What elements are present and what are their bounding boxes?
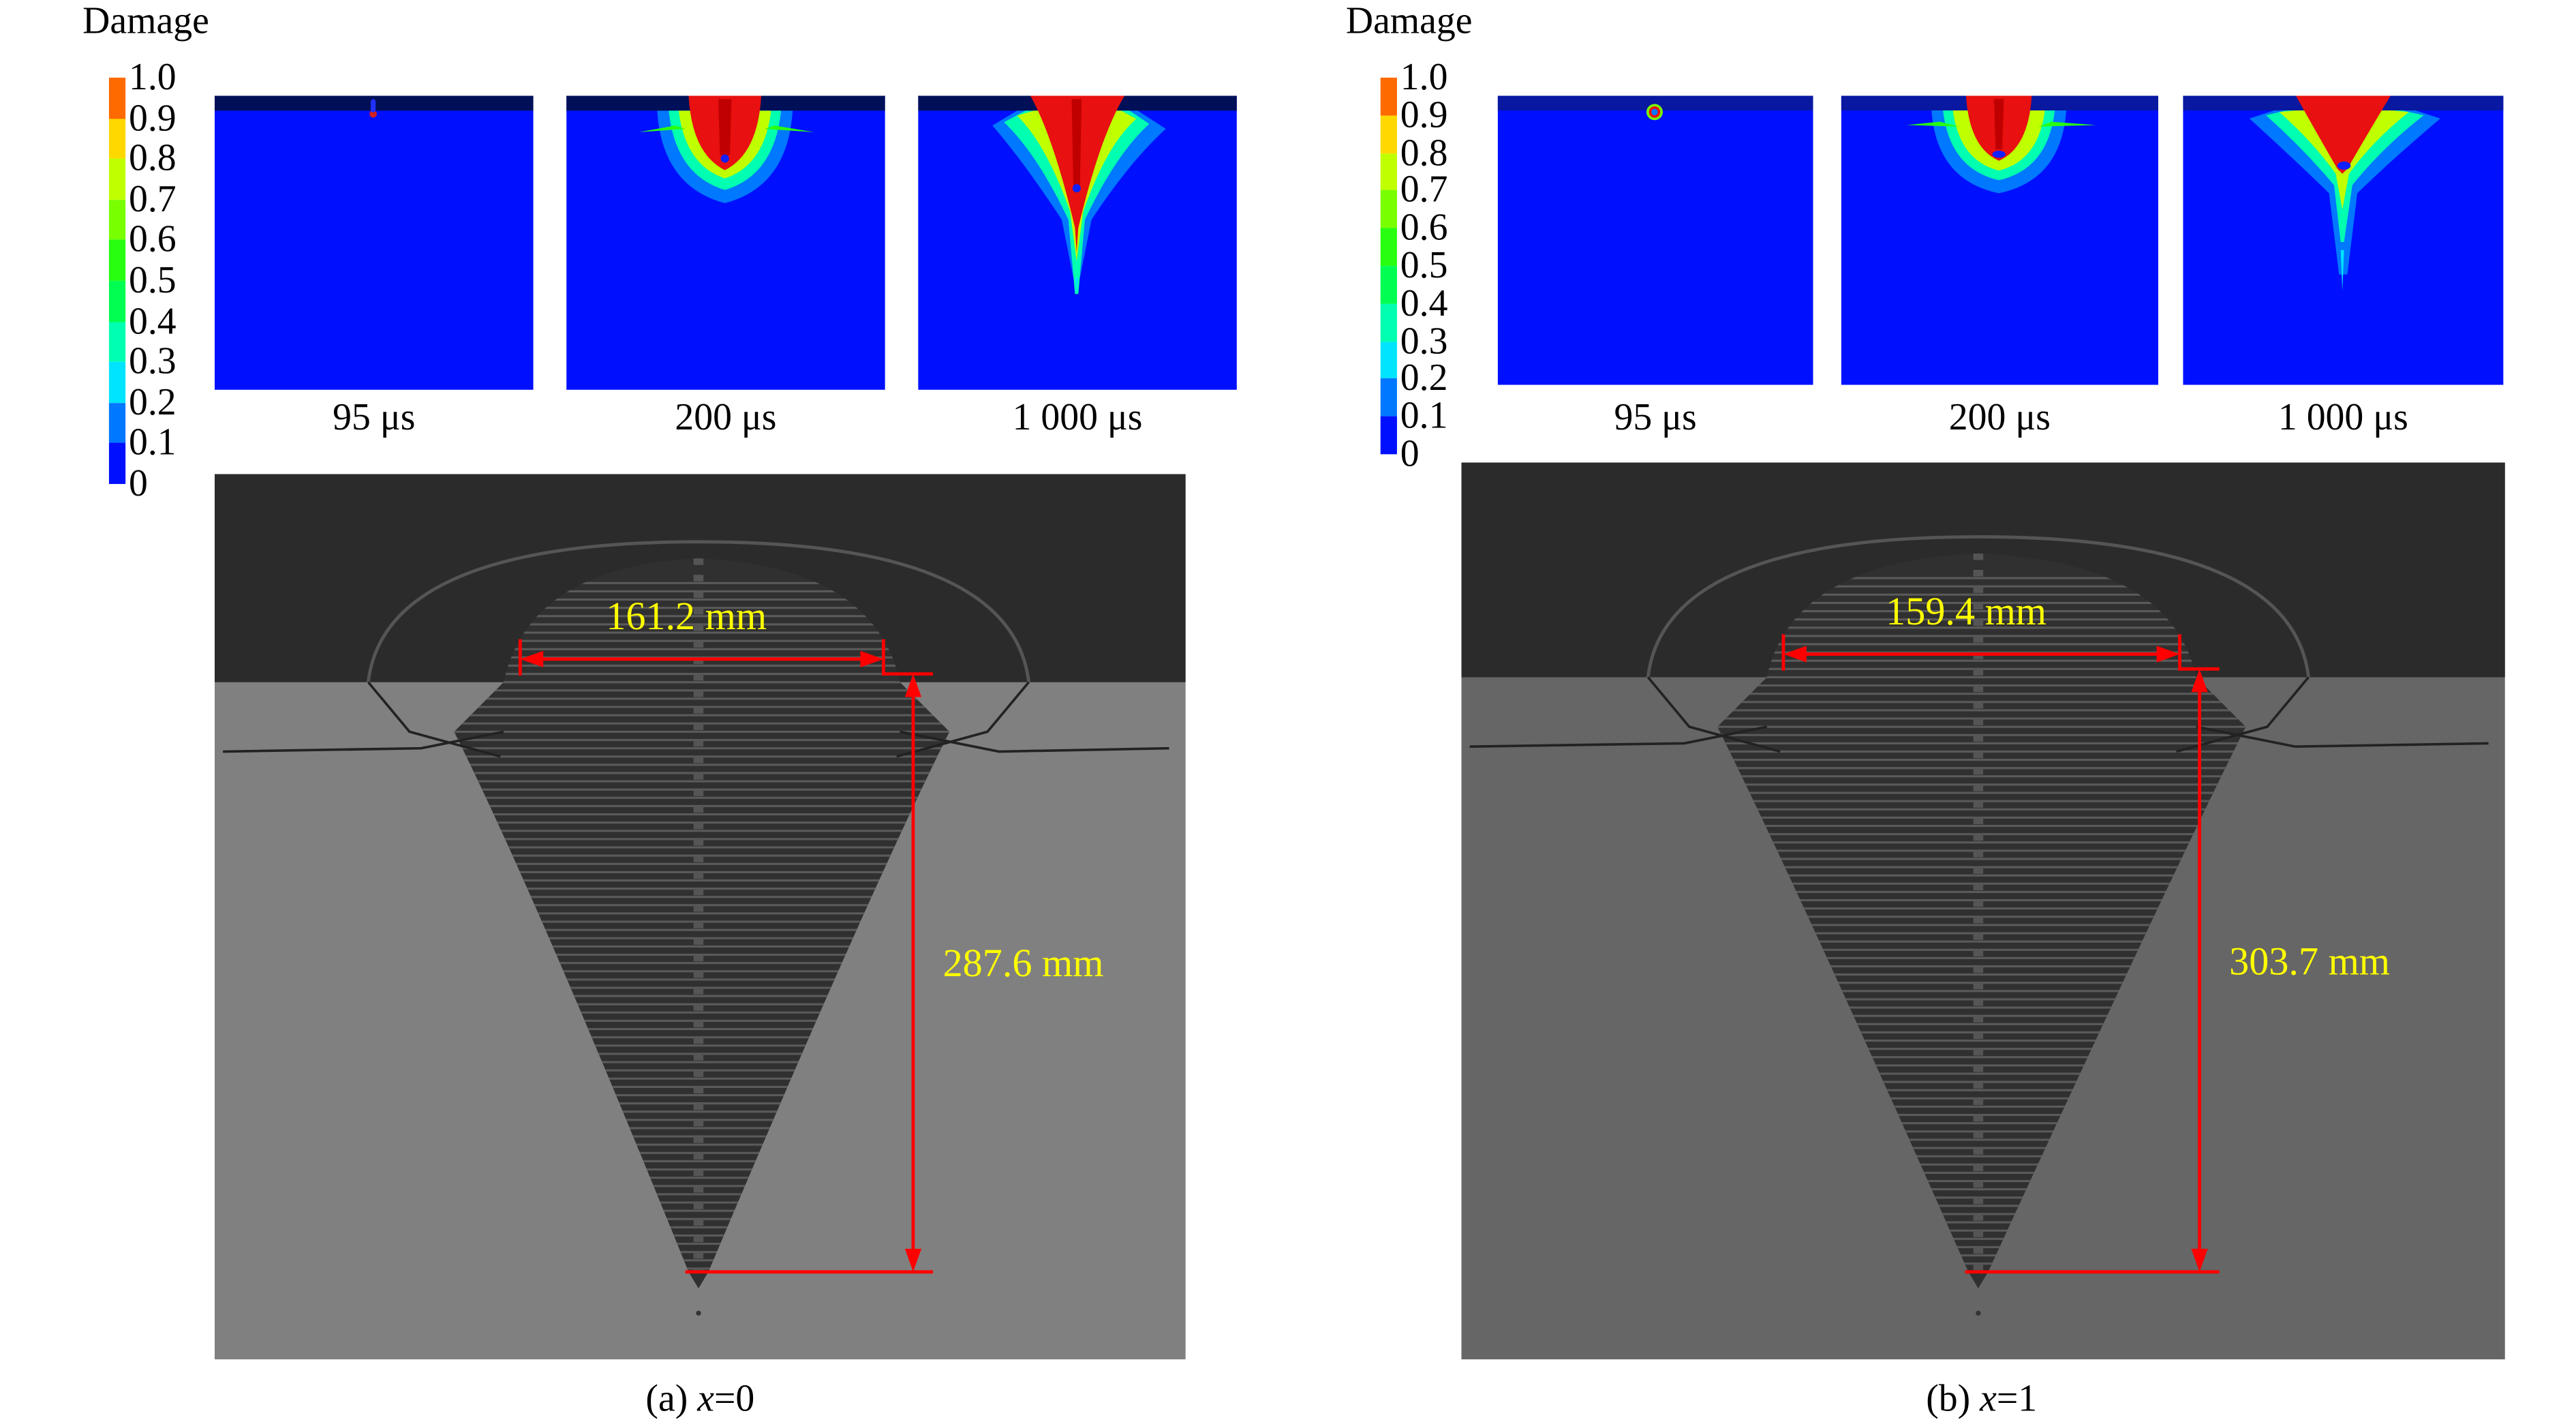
colorbar-segment — [1380, 378, 1397, 417]
colorbar-title: Damage — [82, 0, 209, 42]
damage-contour-snapshot — [215, 95, 534, 390]
colorbar-segment — [108, 321, 126, 363]
colorbar-segment — [108, 281, 126, 322]
colorbar-segment — [1380, 417, 1397, 455]
colorbar-segment — [1380, 77, 1397, 116]
damage-contour-snapshot — [2183, 95, 2504, 385]
colorbar-segment — [1380, 341, 1397, 379]
colorbar-segment — [108, 78, 126, 119]
crater-cross-section — [1461, 462, 2505, 1360]
caption-suffix: =1 — [1996, 1377, 2038, 1419]
damage-contour-snapshot — [1497, 95, 1813, 385]
colorbar-segment — [108, 159, 126, 200]
caption-suffix: =0 — [714, 1377, 755, 1419]
panel-caption: (a) x=0 — [453, 1378, 948, 1421]
snapshot-time-label: 200 μs — [675, 396, 777, 438]
colorbar-tick-label: 1.0 — [1400, 56, 1448, 97]
snapshot-time-label: 1 000 μs — [1012, 396, 1143, 438]
crater-depth-label: 303.7 mm — [2229, 940, 2391, 984]
colorbar-segment — [1380, 190, 1397, 228]
colorbar-tick-label: 0.7 — [129, 178, 177, 220]
snapshot-time-label: 95 μs — [1614, 396, 1697, 438]
damage-contour-snapshot — [918, 95, 1237, 390]
colorbar-segment — [1380, 153, 1397, 191]
colorbar-tick-label: 0.9 — [129, 96, 177, 138]
colorbar-tick-label: 0.2 — [1400, 357, 1448, 399]
colorbar-segment — [108, 362, 126, 403]
damage-contour-snapshot — [1841, 95, 2158, 385]
colorbar-tick-label: 0.4 — [1400, 282, 1448, 324]
caption-variable: x — [697, 1377, 714, 1419]
crater-diameter-label: 161.2 mm — [606, 596, 767, 639]
snapshot-time-label: 95 μs — [333, 396, 416, 438]
crater-depth-label: 287.6 mm — [942, 943, 1104, 986]
colorbar-segment — [1380, 115, 1397, 153]
colorbar-tick-label: 0.8 — [1400, 131, 1448, 173]
colorbar-segment — [1380, 228, 1397, 267]
colorbar-tick-label: 0.8 — [129, 137, 177, 179]
colorbar-tick-label: 0 — [1400, 432, 1420, 474]
caption-prefix: (b) — [1926, 1377, 1980, 1419]
snapshot-time-label: 200 μs — [1948, 396, 2051, 438]
colorbar-segment — [108, 240, 126, 282]
colorbar-segment — [1380, 303, 1397, 342]
panel-caption: (b) x=1 — [1734, 1378, 2229, 1421]
snapshot-time-label: 1 000 μs — [2278, 396, 2408, 438]
colorbar-tick-label: 0.1 — [1400, 395, 1448, 437]
colorbar-tick-label: 0.3 — [1400, 320, 1448, 361]
colorbar-segment — [108, 402, 126, 444]
colorbar-segment — [108, 443, 126, 484]
crater-diameter-label: 159.4 mm — [1886, 591, 2047, 635]
colorbar-tick-label: 0.2 — [129, 381, 177, 423]
caption-prefix: (a) — [645, 1377, 698, 1419]
colorbar-segment — [1380, 266, 1397, 304]
colorbar-tick-label: 0.9 — [1400, 93, 1448, 136]
colorbar-tick-label: 0.1 — [129, 421, 177, 464]
colorbar-tick-label: 0 — [129, 462, 148, 504]
colorbar-title: Damage — [1345, 0, 1473, 42]
colorbar — [108, 78, 126, 484]
colorbar-tick-label: 0.5 — [1400, 244, 1448, 286]
colorbar-tick-label: 0.6 — [129, 218, 177, 260]
colorbar-tick-label: 1.0 — [129, 56, 177, 97]
damage-contour-snapshot — [566, 95, 885, 390]
colorbar — [1380, 77, 1397, 455]
colorbar-tick-label: 0.7 — [1400, 169, 1448, 211]
crater-cross-section — [215, 474, 1186, 1360]
caption-variable: x — [1980, 1377, 1997, 1419]
colorbar-segment — [108, 199, 126, 241]
colorbar-segment — [108, 118, 126, 160]
colorbar-tick-label: 0.3 — [129, 340, 177, 382]
colorbar-tick-label: 0.4 — [129, 300, 177, 342]
colorbar-tick-label: 0.5 — [129, 259, 177, 301]
colorbar-tick-label: 0.6 — [1400, 207, 1448, 248]
